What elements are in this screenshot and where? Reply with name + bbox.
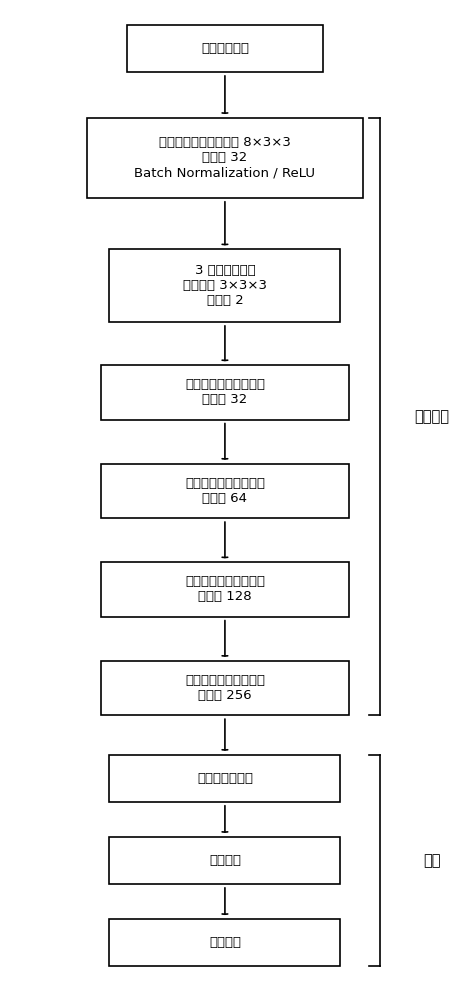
Text: 全连接层: 全连接层 bbox=[209, 854, 241, 867]
Text: 分类得分: 分类得分 bbox=[209, 936, 241, 949]
Text: 可分离的三维残差模块
宽度为 128: 可分离的三维残差模块 宽度为 128 bbox=[185, 575, 265, 603]
Text: 可分离的三维残差模块
宽度为 64: 可分离的三维残差模块 宽度为 64 bbox=[185, 477, 265, 505]
Text: 卷积层，卷积核尺寸为 8×3×3
宽度为 32
Batch Normalization / ReLU: 卷积层，卷积核尺寸为 8×3×3 宽度为 32 Batch Normalizat… bbox=[134, 136, 315, 179]
FancyBboxPatch shape bbox=[101, 365, 349, 420]
Text: 分类: 分类 bbox=[423, 853, 440, 868]
Text: 可分离的三维残差模块
宽度为 32: 可分离的三维残差模块 宽度为 32 bbox=[185, 378, 265, 406]
FancyBboxPatch shape bbox=[101, 464, 349, 518]
Text: 3 维最大池化层
池化核为 3×3×3
步长为 2: 3 维最大池化层 池化核为 3×3×3 步长为 2 bbox=[183, 264, 267, 307]
FancyBboxPatch shape bbox=[101, 562, 349, 617]
Text: 特征提取: 特征提取 bbox=[414, 409, 449, 424]
FancyBboxPatch shape bbox=[109, 919, 340, 966]
FancyBboxPatch shape bbox=[101, 661, 349, 715]
FancyBboxPatch shape bbox=[109, 755, 340, 802]
FancyBboxPatch shape bbox=[127, 25, 323, 72]
Text: 自适应全局池化: 自适应全局池化 bbox=[197, 772, 253, 785]
FancyBboxPatch shape bbox=[87, 118, 363, 198]
FancyBboxPatch shape bbox=[109, 837, 340, 884]
Text: 输入样本数据: 输入样本数据 bbox=[201, 42, 249, 55]
FancyBboxPatch shape bbox=[109, 249, 340, 322]
Text: 可分离的三维残差模块
宽度为 256: 可分离的三维残差模块 宽度为 256 bbox=[185, 674, 265, 702]
